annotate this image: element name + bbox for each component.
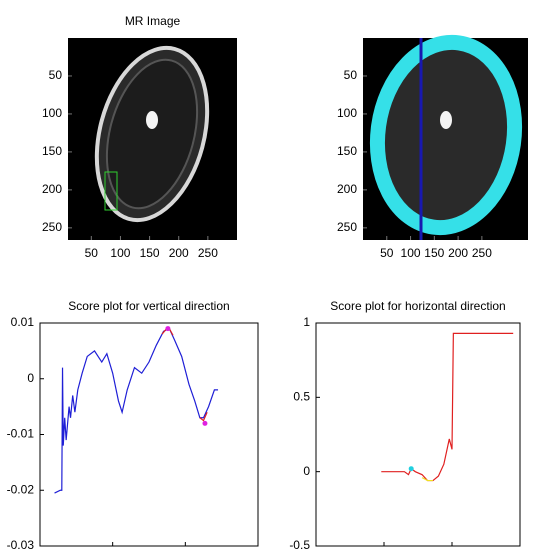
marker — [165, 326, 171, 332]
series-line — [421, 477, 433, 482]
x-tick-label: 50 — [85, 246, 99, 260]
x-tick-label: 50 — [380, 246, 394, 260]
chart-title: Score plot for vertical direction — [68, 299, 229, 313]
y-tick-label: 0 — [303, 464, 310, 478]
y-tick-label: 50 — [49, 68, 63, 82]
y-tick-label: 50 — [344, 68, 358, 82]
segmented-image — [363, 34, 528, 240]
y-tick-label: -0.03 — [7, 538, 35, 552]
y-tick-label: -0.5 — [289, 538, 310, 552]
y-tick-label: 1 — [303, 315, 310, 329]
x-tick-label: 250 — [472, 246, 492, 260]
mr-image — [68, 38, 237, 240]
x-tick-label: 250 — [198, 246, 218, 260]
y-tick-label: 100 — [42, 106, 62, 120]
y-tick-label: 100 — [337, 106, 357, 120]
y-tick-label: -0.02 — [7, 482, 35, 496]
y-tick-label: 200 — [337, 182, 357, 196]
x-tick-label: 150 — [424, 246, 444, 260]
plot-frame — [315, 322, 521, 547]
y-tick-label: 150 — [42, 144, 62, 158]
y-tick-label: 150 — [337, 144, 357, 158]
y-tick-label: -0.01 — [7, 427, 35, 441]
y-tick-label: 0.5 — [293, 390, 310, 404]
y-tick-label: 200 — [42, 182, 62, 196]
x-tick-label: 200 — [169, 246, 189, 260]
marker — [408, 466, 414, 472]
y-tick-label: 0.01 — [11, 315, 35, 329]
series-line — [381, 332, 514, 482]
chart-title: MR Image — [125, 14, 181, 28]
y-tick-label: 0 — [27, 371, 34, 385]
series-line — [199, 411, 208, 422]
x-tick-label: 200 — [448, 246, 468, 260]
plot-frame — [39, 322, 259, 547]
x-tick-label: 100 — [401, 246, 421, 260]
x-tick-label: 100 — [110, 246, 130, 260]
y-tick-label: 250 — [42, 220, 62, 234]
chart-title: Score plot for horizontal direction — [330, 299, 505, 313]
y-tick-label: 250 — [337, 220, 357, 234]
series-line — [54, 327, 219, 494]
marker — [202, 420, 208, 426]
x-tick-label: 150 — [140, 246, 160, 260]
